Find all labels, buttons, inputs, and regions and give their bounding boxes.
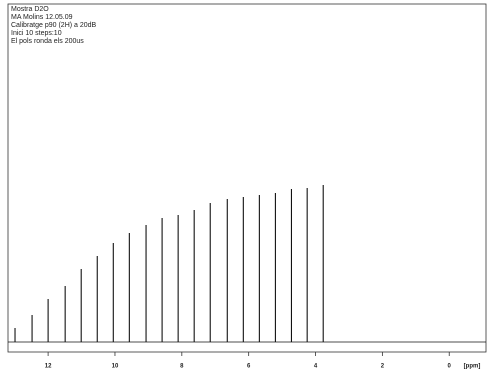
x-tick-label: 8 <box>180 364 184 370</box>
annotation: Calibratge p90 (2H) a 20dB <box>11 22 97 29</box>
annotation: Inici 10 steps:10 <box>11 30 62 37</box>
x-tick-label: 0 <box>448 364 452 370</box>
x-tick-label: 10 <box>112 364 119 370</box>
annotation: El pols ronda els 200us <box>11 38 84 45</box>
x-tick-label: 6 <box>247 364 251 370</box>
x-axis-label: [ppm] <box>464 364 481 370</box>
annotation: Mostra D2O <box>11 6 49 13</box>
plot-frame <box>7 3 487 353</box>
annotations: Mostra D2O MA Molins 12.05.09 Calibratge… <box>11 6 97 45</box>
x-tick-label: 4 <box>314 364 318 370</box>
x-tick-label: 2 <box>381 364 385 370</box>
x-tick-label: 12 <box>45 364 52 370</box>
annotation: MA Molins 12.05.09 <box>11 14 73 21</box>
